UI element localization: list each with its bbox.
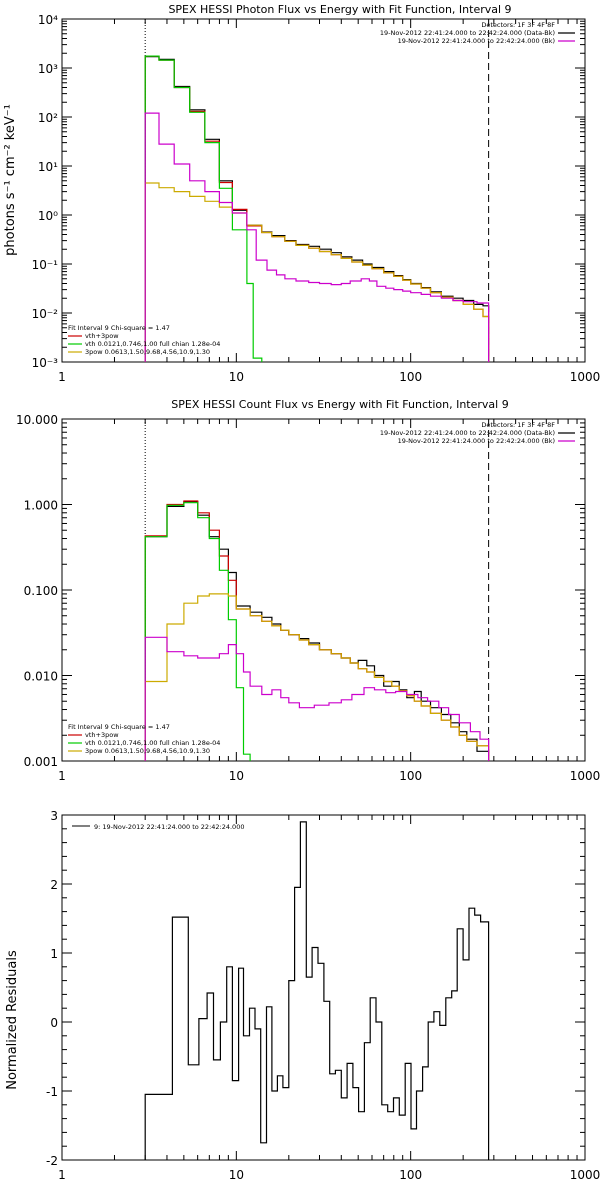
legend-label: 19-Nov-2012 22:41:24.000 to 22:42:24.000… xyxy=(398,37,555,45)
series-line-bk xyxy=(144,636,490,761)
legend-label: vth+3pow xyxy=(85,332,119,340)
y-tick-label: 10.000 xyxy=(16,413,58,427)
legend-label: Fit Interval 9 Chi-square = 1.47 xyxy=(68,723,170,731)
x-tick-label: 1000 xyxy=(570,769,600,783)
x-tick-label: 1 xyxy=(58,769,66,783)
y-tick-label: 2 xyxy=(50,878,58,892)
x-tick-label: 10 xyxy=(229,370,244,384)
series-line-vth-3pow xyxy=(144,55,490,362)
legend-label: vth 0.0121,0.746,1.00 full chian 1.28e-0… xyxy=(85,340,220,348)
legend-label: Fit Interval 9 Chi-square = 1.47 xyxy=(68,324,170,332)
x-tick-label: 100 xyxy=(399,769,422,783)
y-tick-label: 1 xyxy=(50,947,58,961)
legend-label: 9: 19-Nov-2012 22:41:24.000 to 22:42:24.… xyxy=(94,823,244,831)
y-tick-label: 10⁻¹ xyxy=(32,258,59,272)
y-tick-label: 0.001 xyxy=(24,755,58,769)
y-tick-label: 0.010 xyxy=(24,670,58,684)
x-tick-label: 1000 xyxy=(570,1168,600,1182)
x-tick-label: 100 xyxy=(399,1168,422,1182)
legend-label: 3pow 0.0613,1.50,9.68,4.56,10.9,1.30 xyxy=(85,747,210,755)
y-tick-label: 10⁰ xyxy=(38,209,58,223)
series-line-vth xyxy=(144,502,251,761)
y-tick-label: -2 xyxy=(46,1154,58,1168)
legend-label: vth+3pow xyxy=(85,731,119,739)
chart-title: SPEX HESSI Photon Flux vs Energy with Fi… xyxy=(168,3,511,16)
legend-label: 19-Nov-2012 22:41:24.000 to 22:42:24.000… xyxy=(398,437,555,445)
series-line-data-bk xyxy=(144,56,490,362)
plot-frame xyxy=(61,418,586,762)
legend-label: 3pow 0.0613,1.50,9.68,4.56,10.9,1.30 xyxy=(85,348,210,356)
y-tick-label: 1.000 xyxy=(24,499,58,513)
legend-label: Detectors: 1F 3F 4F 8F xyxy=(481,21,555,29)
series-line-bk xyxy=(144,112,490,362)
y-tick-label: 10³ xyxy=(38,62,58,76)
y-tick-label: 10¹ xyxy=(38,160,58,174)
series-line-9-19-nov-2012-22-41-24-000-to-22-42-24-000 xyxy=(144,821,490,1160)
x-tick-label: 1000 xyxy=(570,370,600,384)
y-axis-label: photons s⁻¹ cm⁻² keV⁻¹ xyxy=(3,104,18,256)
plot-frame xyxy=(61,814,586,1161)
y-tick-label: 3 xyxy=(50,809,58,823)
series-line-vth xyxy=(144,55,263,362)
legend-label: Detectors: 1F 3F 4F 8F xyxy=(481,421,555,429)
legend-label: vth 0.0121,0.746,1.00 full chian 1.28e-0… xyxy=(85,739,220,747)
y-tick-label: 10⁻³ xyxy=(32,356,59,370)
y-tick-label: 10⁴ xyxy=(38,13,58,27)
x-tick-label: 1 xyxy=(58,370,66,384)
y-tick-label: 0 xyxy=(50,1016,58,1030)
y-tick-label: 10² xyxy=(38,111,58,125)
x-tick-label: 10 xyxy=(229,769,244,783)
count-flux-chart: SPEX HESSI Count Flux vs Energy with Fit… xyxy=(16,398,600,783)
y-axis-label: Normalized Residuals xyxy=(5,950,20,1090)
residuals-chart: Normalized Residuals 1 10 100 1000 -2 -1 0 1 2 3 9… xyxy=(5,809,600,1182)
x-tick-label: 1 xyxy=(58,1168,66,1182)
photon-flux-chart: SPEX HESSI Photon Flux vs Energy with Fi… xyxy=(3,3,600,384)
y-tick-label: 0.100 xyxy=(24,584,58,598)
x-tick-label: 100 xyxy=(399,370,422,384)
y-tick-label: -1 xyxy=(46,1085,58,1099)
chart-title: SPEX HESSI Count Flux vs Energy with Fit… xyxy=(171,398,508,411)
plot-frame xyxy=(61,18,586,363)
series-line-3pow xyxy=(144,593,490,761)
legend-label: 19-Nov-2012 22:41:24.000 to 22:42:24.000… xyxy=(380,29,555,37)
y-tick-label: 10⁻² xyxy=(32,307,59,321)
legend-label: 19-Nov-2012 22:41:24.000 to 22:42:24.000… xyxy=(380,429,555,437)
x-tick-label: 10 xyxy=(229,1168,244,1182)
